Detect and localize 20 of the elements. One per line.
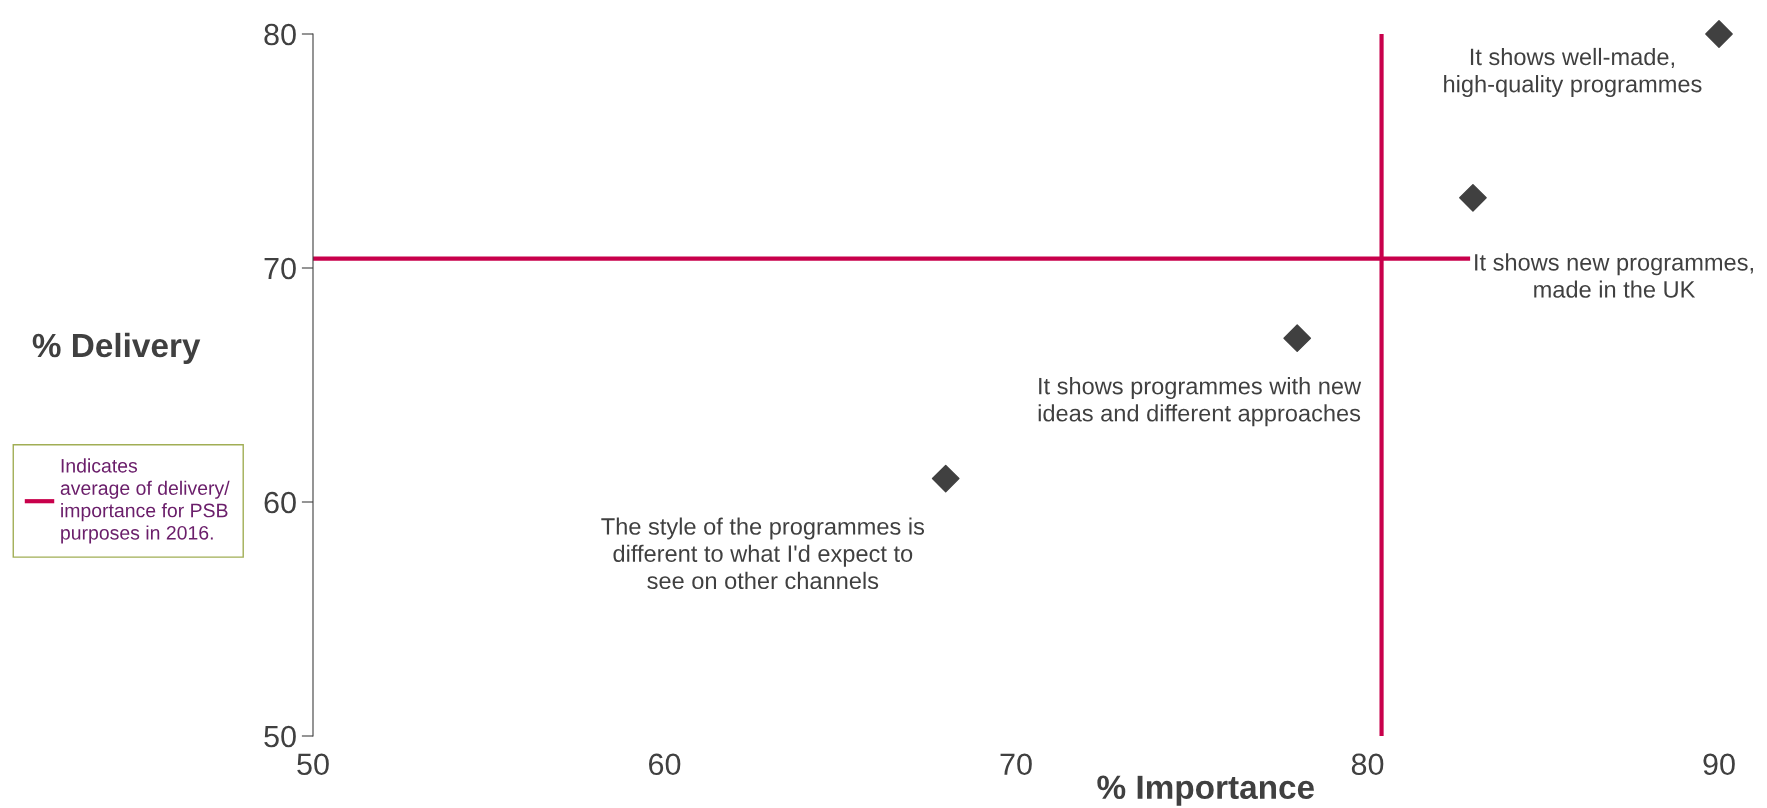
annotation: It shows new programmes, made in the UK (1475, 253, 1753, 298)
legend-label: Indicates average of delivery/ importance for PSB purposes in 2016. (60, 458, 230, 544)
annotation: It shows well-made, high-quality programmes (1444, 47, 1702, 98)
annotation: It shows programmes with new ideas and different approaches (1038, 377, 1362, 427)
point (1705, 20, 1733, 48)
x-axis-title: % Importance (1097, 775, 1314, 806)
x-tick-label: 90 (1703, 753, 1735, 776)
x-tick-label: 50 (297, 753, 329, 776)
y-tick-label: 80 (264, 23, 296, 46)
y-tick-label: 50 (264, 725, 296, 748)
x-tick-label: 80 (1351, 753, 1384, 776)
annotation: The style of the programmes is different to what I'd expect to see on other channels (601, 517, 925, 590)
y-tick-label: 60 (264, 491, 296, 514)
y-axis-title: % Delivery (32, 332, 201, 364)
y-tick-label: 70 (264, 257, 296, 280)
point (1283, 324, 1312, 353)
point (1459, 183, 1487, 212)
x-tick-label: 70 (1000, 753, 1032, 776)
point (931, 464, 960, 493)
x-tick-label: 60 (649, 753, 681, 776)
